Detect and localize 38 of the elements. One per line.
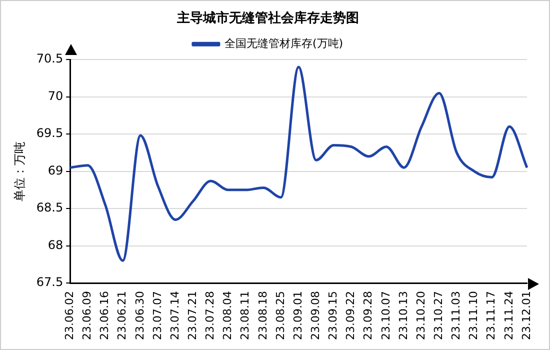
x-tick-label: 23.08.25 <box>274 291 287 340</box>
x-tick-label: 23.11.10 <box>467 291 480 340</box>
x-tick-label: 23.11.17 <box>484 291 498 340</box>
x-tick-label: 23.09.15 <box>326 291 340 340</box>
legend-label: 全国无缝管材库存(万吨) <box>224 36 344 50</box>
x-tick-label: 23.06.09 <box>80 291 94 340</box>
x-tick-label: 23.06.16 <box>98 291 112 340</box>
x-tick-label: 23.06.21 <box>116 291 129 340</box>
line-series <box>68 66 528 262</box>
x-tick-label: 23.10.07 <box>379 291 392 340</box>
x-tick-label: 23.08.11 <box>238 291 252 340</box>
x-tick-label: 23.10.27 <box>432 291 445 340</box>
y-tick-label: 70.5 <box>36 52 64 66</box>
x-tick-label: 23.10.20 <box>414 291 428 340</box>
x-tick-label: 23.12.01 <box>520 291 533 340</box>
x-tick-label: 23.09.01 <box>291 291 304 340</box>
x-tick-label: 23.07.21 <box>186 291 199 340</box>
x-tick-label: 23.11.24 <box>502 291 516 340</box>
y-tick-label: 70 <box>48 88 64 103</box>
x-tick-label: 23.06.02 <box>62 291 76 340</box>
x-tick-label: 23.09.28 <box>362 291 375 340</box>
chart-title: 主导城市无缝管社会库存走势图 <box>176 10 359 26</box>
y-tick-label: 68.5 <box>36 200 64 215</box>
x-tick-label: 23.09.08 <box>308 291 322 340</box>
x-tick-label: 23.08.04 <box>221 291 234 340</box>
x-tick-label: 23.09.22 <box>344 291 358 340</box>
y-tick-label: 69 <box>48 163 64 178</box>
x-tick-label: 23.10.13 <box>396 291 410 340</box>
y-axis-title: 单位：万吨 <box>12 141 26 202</box>
x-tick-label: 23.07.14 <box>168 291 182 340</box>
x-tick-label: 23.11.03 <box>450 291 463 340</box>
y-tick-label: 68 <box>48 238 64 252</box>
x-tick-label: 23.07.28 <box>204 291 217 340</box>
y-tick-label: 69.5 <box>36 126 64 140</box>
x-tick-label: 23.07.07 <box>150 291 164 340</box>
x-tick-label: 23.08.18 <box>256 291 270 340</box>
x-tick-label: 23.06.30 <box>133 291 146 340</box>
y-tick-label: 67.5 <box>36 275 64 290</box>
